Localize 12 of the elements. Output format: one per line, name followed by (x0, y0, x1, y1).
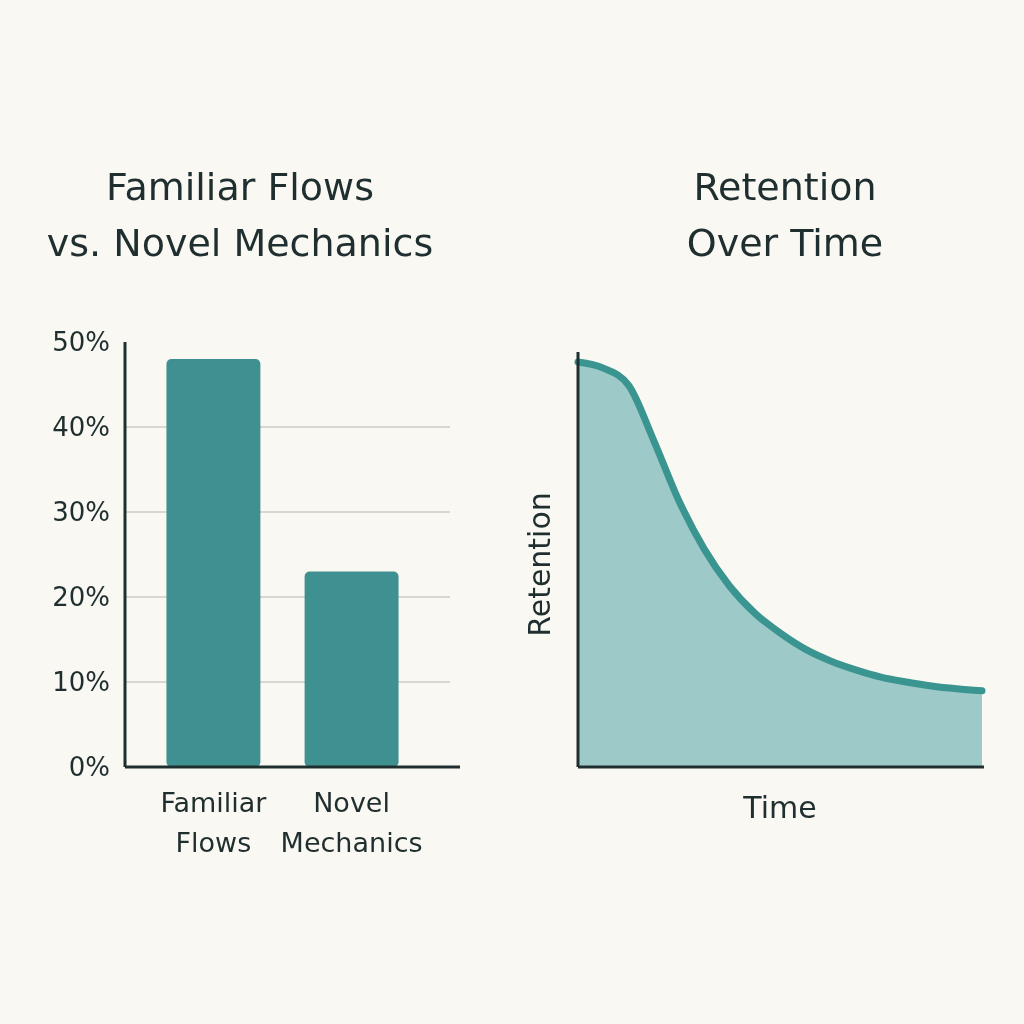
y-tick-label: 40% (52, 412, 110, 443)
x-tick-label: Novel Mechanics (280, 787, 423, 858)
y-tick-label: 20% (52, 582, 110, 613)
y-tick-label: 50% (52, 327, 110, 358)
y-tick-label: 10% (52, 667, 110, 698)
y-axis-title: Retention (522, 492, 557, 637)
x-tick-label: Familiar Flows (160, 787, 268, 858)
y-tick-label: 0% (68, 752, 110, 783)
x-axis-title: Time (742, 790, 817, 825)
y-tick-label: 30% (52, 497, 110, 528)
chart-title: Familiar Flows vs. Novel Mechanics (46, 165, 434, 265)
chart-title: Retention Over Time (686, 165, 884, 265)
